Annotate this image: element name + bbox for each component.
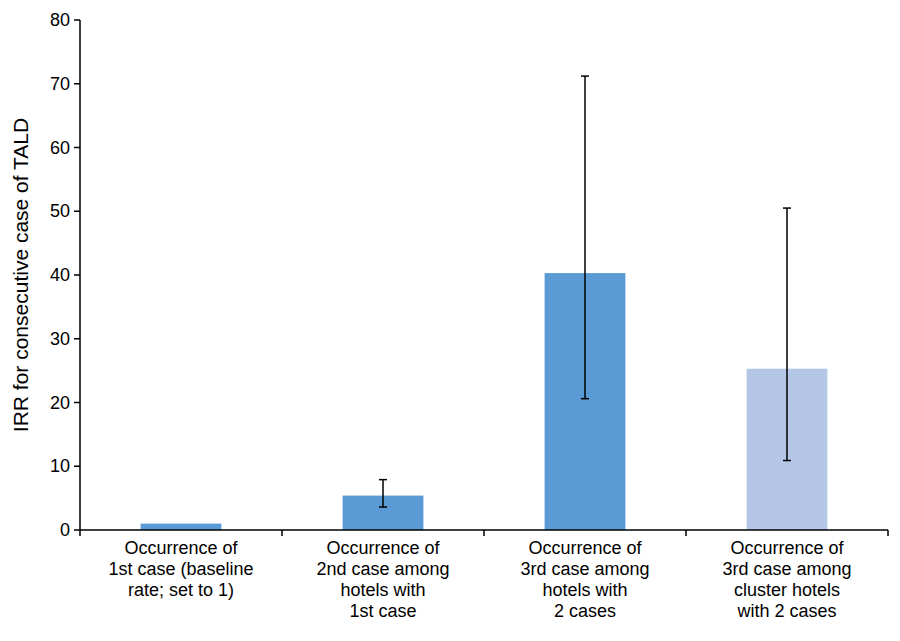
y-tick (74, 402, 80, 404)
error-bar (581, 76, 589, 399)
x-tick-label: Occurrence of3rd case amonghotels with2 … (520, 538, 649, 621)
x-tick-label-line: Occurrence of (326, 538, 440, 558)
x-tick-label-line: 2 cases (554, 601, 616, 621)
x-tick-label-line: 3rd case among (520, 559, 649, 579)
x-tick-label-line: with 2 cases (736, 601, 836, 621)
y-tick-label: 20 (50, 393, 70, 413)
x-tick-label-line: rate; set to 1) (128, 580, 234, 600)
x-tick (483, 530, 485, 536)
error-bar (783, 208, 791, 460)
error-cap (379, 479, 387, 481)
y-tick (74, 147, 80, 149)
x-tick (281, 530, 283, 536)
y-tick (74, 338, 80, 340)
x-tick-label: Occurrence of3rd case amongcluster hotel… (722, 538, 851, 621)
y-tick-label: 30 (50, 329, 70, 349)
bars (141, 76, 828, 530)
x-tick (887, 530, 889, 536)
y-tick-label: 60 (50, 138, 70, 158)
bar (141, 524, 222, 530)
x-tick-label-line: cluster hotels (734, 580, 840, 600)
y-tick (74, 466, 80, 468)
x-tick-label: Occurrence of1st case (baselinerate; set… (108, 538, 253, 600)
x-tick-label-line: 2nd case among (316, 559, 449, 579)
y-axis-label: IRR for consecutive case of TALD (9, 118, 32, 432)
error-cap (581, 398, 589, 400)
error-cap (783, 460, 791, 462)
x-tick-label: Occurrence of2nd case amonghotels with1s… (316, 538, 449, 621)
x-tick-label-line: hotels with (542, 580, 627, 600)
x-tick-label-line: hotels with (340, 580, 425, 600)
error-cap (379, 506, 387, 508)
error-cap (783, 207, 791, 209)
y-tick (74, 211, 80, 213)
x-tick (79, 530, 81, 536)
y-tick-label: 70 (50, 74, 70, 94)
y-tick (74, 19, 80, 21)
error-line (382, 480, 384, 507)
y-tick-label: 40 (50, 265, 70, 285)
error-line (584, 76, 586, 399)
x-tick-label-line: Occurrence of (124, 538, 238, 558)
y-tick-label: 0 (60, 520, 70, 540)
y-tick (74, 529, 80, 531)
error-line (786, 208, 788, 460)
y-tick-label: 80 (50, 10, 70, 30)
y-tick (74, 83, 80, 85)
chart: 01020304050607080Occurrence of1st case (… (0, 0, 900, 641)
x-tick-label-line: 3rd case among (722, 559, 851, 579)
y-tick-label: 10 (50, 456, 70, 476)
error-cap (581, 75, 589, 77)
x-tick-label-line: 1st case (349, 601, 416, 621)
y-tick (74, 274, 80, 276)
y-tick-label: 50 (50, 201, 70, 221)
x-tick-label-line: Occurrence of (730, 538, 844, 558)
x-tick (685, 530, 687, 536)
x-tick-label-line: 1st case (baseline (108, 559, 253, 579)
error-bar (379, 480, 387, 507)
x-tick-label-line: Occurrence of (528, 538, 642, 558)
